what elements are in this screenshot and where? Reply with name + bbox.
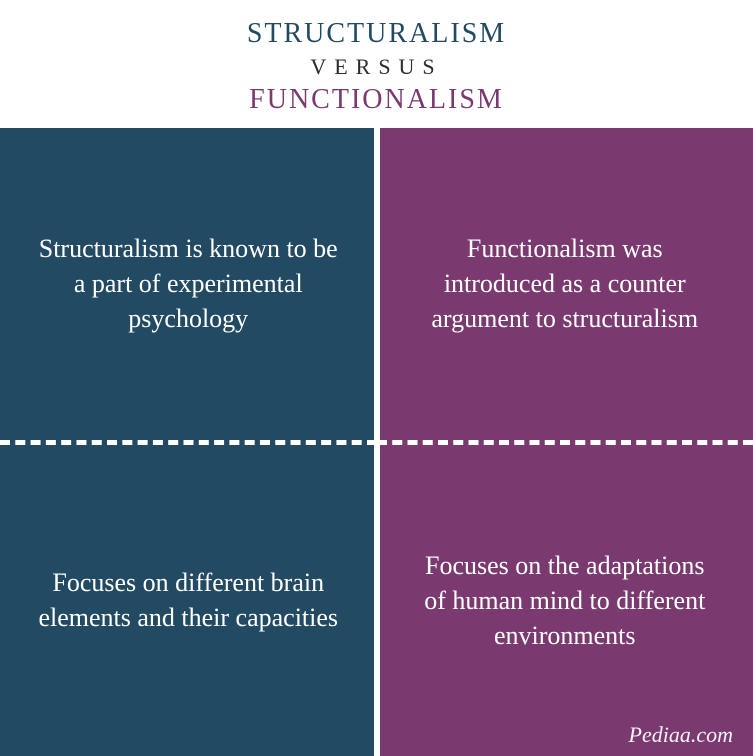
left-cell-2: Focuses on different brain elements and … bbox=[0, 445, 377, 756]
right-column: Functionalism was introduced as a counte… bbox=[377, 128, 753, 756]
title-functionalism: FUNCTIONALISM bbox=[0, 84, 753, 116]
header: STRUCTURALISM VERSUS FUNCTIONALISM bbox=[0, 0, 753, 128]
attribution: Pediaa.com bbox=[629, 722, 733, 748]
right-cell-1: Functionalism was introduced as a counte… bbox=[377, 128, 753, 440]
title-versus: VERSUS bbox=[0, 54, 753, 80]
infographic-container: STRUCTURALISM VERSUS FUNCTIONALISM Struc… bbox=[0, 0, 753, 756]
right-cell-2: Focuses on the adaptations of human mind… bbox=[377, 445, 753, 756]
comparison-grid: Structuralism is known to be a part of e… bbox=[0, 128, 753, 756]
left-cell-1: Structuralism is known to be a part of e… bbox=[0, 128, 377, 440]
title-structuralism: STRUCTURALISM bbox=[0, 18, 753, 50]
left-column: Structuralism is known to be a part of e… bbox=[0, 128, 377, 756]
column-gap bbox=[374, 128, 380, 756]
